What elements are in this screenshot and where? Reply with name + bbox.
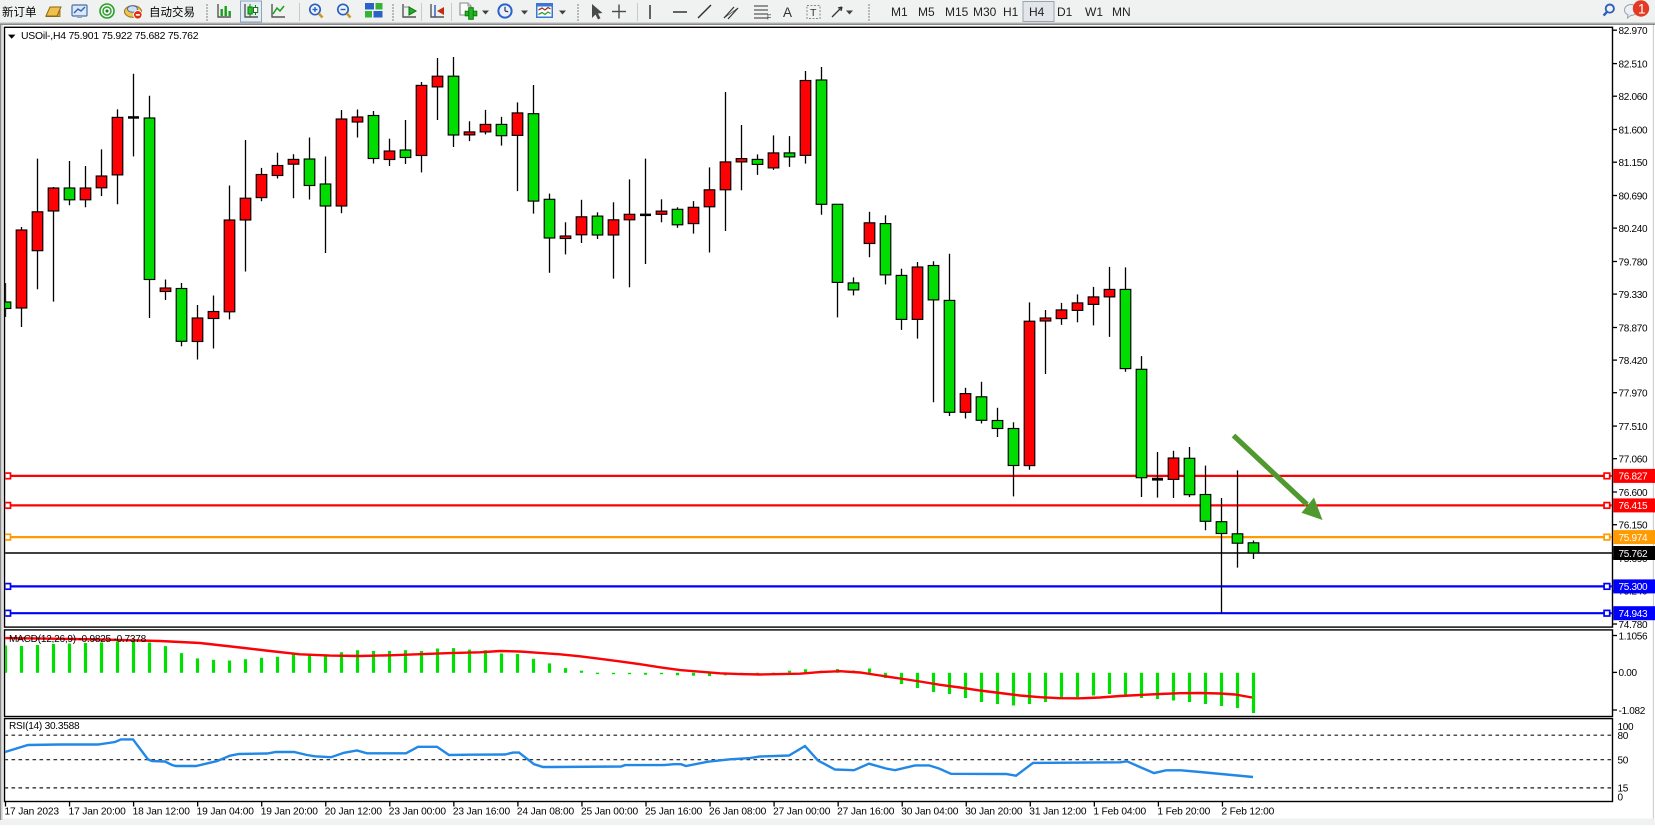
svg-text:74.780: 74.780	[1619, 620, 1649, 631]
svg-text:17 Jan 2023: 17 Jan 2023	[5, 806, 60, 817]
svg-text:19 Jan 04:00: 19 Jan 04:00	[197, 806, 255, 817]
svg-text:0: 0	[1618, 792, 1624, 803]
svg-text:新订单: 新订单	[2, 5, 37, 19]
svg-text:MACD(12,26,9) -0.9825 -0.7378: MACD(12,26,9) -0.9825 -0.7378	[9, 634, 147, 645]
svg-text:24 Jan 08:00: 24 Jan 08:00	[517, 806, 575, 817]
svg-text:1 Feb 04:00: 1 Feb 04:00	[1093, 806, 1146, 817]
svg-text:RSI(14) 30.3588: RSI(14) 30.3588	[9, 721, 80, 732]
svg-text:82.060: 82.060	[1619, 92, 1649, 103]
svg-text:30 Jan 04:00: 30 Jan 04:00	[901, 806, 959, 817]
svg-text:31 Jan 12:00: 31 Jan 12:00	[1029, 806, 1087, 817]
svg-text:2 Feb 12:00: 2 Feb 12:00	[1221, 806, 1274, 817]
svg-text:30 Jan 20:00: 30 Jan 20:00	[965, 806, 1023, 817]
svg-text:79.330: 79.330	[1619, 290, 1649, 301]
svg-text:25 Jan 16:00: 25 Jan 16:00	[645, 806, 703, 817]
svg-text:20 Jan 12:00: 20 Jan 12:00	[325, 806, 383, 817]
svg-text:USOil-,H4 75.901 75.922 75.68: USOil-,H4 75.901 75.922 75.682 75.762	[21, 31, 199, 42]
svg-text:75.300: 75.300	[1619, 582, 1649, 593]
svg-text:75.762: 75.762	[1619, 549, 1649, 560]
svg-text:-1.082: -1.082	[1619, 706, 1646, 717]
svg-text:H4: H4	[1029, 5, 1045, 19]
svg-text:76.150: 76.150	[1619, 521, 1649, 532]
svg-text:23 Jan 16:00: 23 Jan 16:00	[453, 806, 511, 817]
svg-text:75.974: 75.974	[1619, 533, 1649, 544]
svg-text:W1: W1	[1085, 5, 1103, 19]
svg-text:25 Jan 00:00: 25 Jan 00:00	[581, 806, 639, 817]
svg-text:F: F	[767, 15, 771, 22]
svg-text:80.690: 80.690	[1619, 191, 1649, 202]
svg-text:19 Jan 20:00: 19 Jan 20:00	[261, 806, 319, 817]
svg-text:18 Jan 12:00: 18 Jan 12:00	[133, 806, 191, 817]
svg-text:1 Feb 20:00: 1 Feb 20:00	[1157, 806, 1210, 817]
svg-text:82.970: 82.970	[1619, 26, 1649, 37]
svg-text:T: T	[810, 7, 817, 19]
svg-text:50: 50	[1618, 756, 1629, 767]
svg-text:M1: M1	[891, 5, 908, 19]
svg-text:77.060: 77.060	[1619, 455, 1649, 466]
svg-text:D1: D1	[1057, 5, 1073, 19]
svg-text:78.870: 78.870	[1619, 323, 1649, 334]
svg-text:自动交易: 自动交易	[149, 5, 195, 19]
svg-text:M30: M30	[973, 5, 997, 19]
svg-text:80: 80	[1618, 731, 1629, 742]
svg-text:78.420: 78.420	[1619, 356, 1649, 367]
svg-text:77.970: 77.970	[1619, 389, 1649, 400]
svg-text:76.415: 76.415	[1619, 501, 1649, 512]
svg-text:27 Jan 00:00: 27 Jan 00:00	[773, 806, 831, 817]
svg-text:76.600: 76.600	[1619, 488, 1649, 499]
svg-text:74.943: 74.943	[1619, 609, 1649, 620]
svg-text:1: 1	[1638, 2, 1646, 17]
svg-text:26 Jan 08:00: 26 Jan 08:00	[709, 806, 767, 817]
svg-text:82.510: 82.510	[1619, 59, 1649, 70]
svg-text:17 Jan 20:00: 17 Jan 20:00	[69, 806, 127, 817]
svg-text:100: 100	[1618, 722, 1635, 733]
svg-text:0.00: 0.00	[1619, 668, 1638, 679]
svg-text:23 Jan 00:00: 23 Jan 00:00	[389, 806, 447, 817]
svg-text:81.600: 81.600	[1619, 125, 1649, 136]
svg-text:77.510: 77.510	[1619, 422, 1649, 433]
svg-text:M5: M5	[918, 5, 935, 19]
svg-text:80.240: 80.240	[1619, 224, 1649, 235]
svg-text:27 Jan 16:00: 27 Jan 16:00	[837, 806, 895, 817]
svg-text:79.780: 79.780	[1619, 257, 1649, 268]
svg-text:MN: MN	[1112, 5, 1131, 19]
svg-text:76.827: 76.827	[1619, 472, 1649, 483]
svg-text:15: 15	[1618, 784, 1629, 795]
svg-text:H1: H1	[1003, 5, 1019, 19]
svg-text:1.1056: 1.1056	[1619, 631, 1649, 642]
svg-text:A: A	[783, 5, 792, 20]
svg-text:M15: M15	[945, 5, 969, 19]
svg-text:81.150: 81.150	[1619, 158, 1649, 169]
